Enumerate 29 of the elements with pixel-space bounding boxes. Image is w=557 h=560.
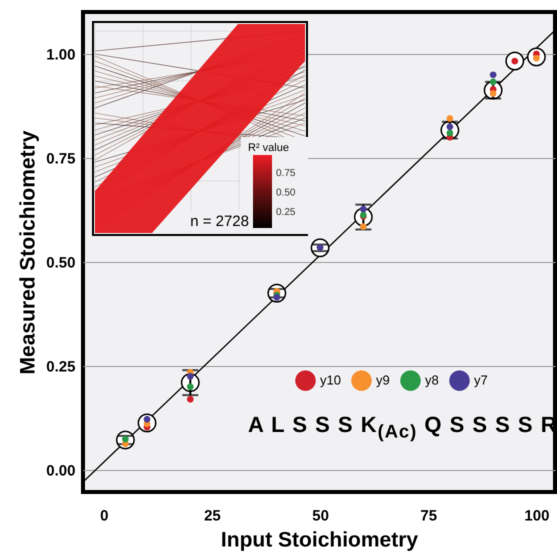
point [186,383,194,390]
x-tick-label: 0 [100,508,108,524]
x-axis-title: Input Stoichiometry [220,528,418,552]
point [446,115,454,122]
point [490,71,496,78]
y-tick-label: 0.25 [46,358,76,376]
y-tick-label: 0.00 [46,462,76,480]
legend-label: y9 [376,372,390,388]
legend-label: y7 [474,372,488,388]
color-bar-title: R² value [248,142,289,154]
legend-label: y10 [320,372,341,388]
x-tick-label: 75 [420,508,438,524]
point [360,223,367,230]
annotation: 0.50 [276,188,296,198]
annotation: n = 2728 [190,213,249,230]
y-tick-label: 0.75 [46,150,76,168]
legend-label: y8 [425,372,439,388]
x-tick-label: 50 [312,508,329,524]
annotation: 0.75 [276,168,296,180]
annotation: 0.25 [276,206,296,218]
point [186,373,194,380]
point [490,78,496,86]
y-axis-title: Measured Stoichiometry [16,130,40,374]
y-tick-label: 1.00 [46,46,76,64]
y-tick-label: 0.50 [46,254,76,272]
x-tick-label: 25 [204,508,221,524]
x-tick-label: 100 [524,508,550,524]
point [360,206,367,213]
point [186,396,194,403]
